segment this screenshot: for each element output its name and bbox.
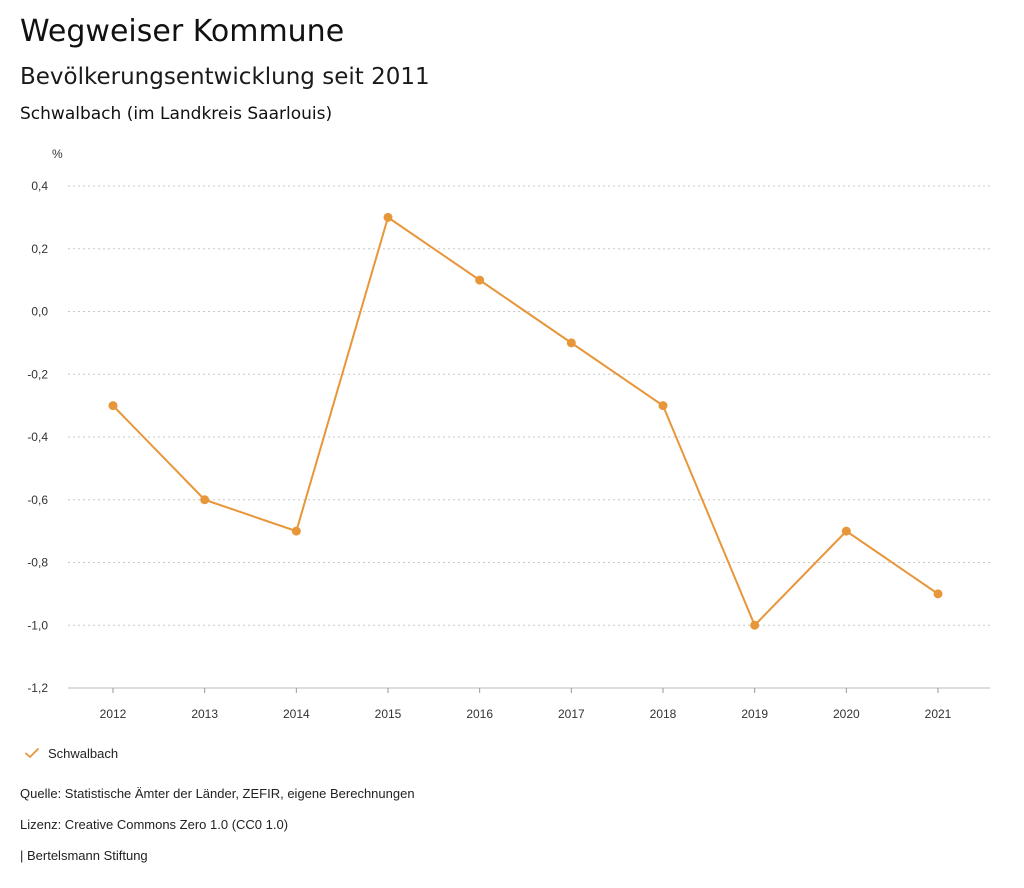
line-chart: % 0,4 0,2 0,0 -0,2 -0,4 -0,6 -0,8 -1,0 -1,2 2012… (27, 147, 990, 721)
x-tick-label: 2015 (375, 707, 402, 721)
x-tick-label: 2019 (741, 707, 768, 721)
y-axis-ticks: 0,4 0,2 0,0 -0,2 -0,4 -0,6 -0,8 -1,0 -1,2 (27, 179, 48, 695)
data-point[interactable] (475, 275, 485, 285)
x-tick-label: 2013 (191, 707, 218, 721)
data-point[interactable] (383, 212, 393, 222)
page-title: Wegweiser Kommune (20, 14, 345, 49)
x-tick-label: 2020 (833, 707, 860, 721)
x-tick-label: 2018 (650, 707, 677, 721)
data-point[interactable] (933, 589, 943, 599)
y-tick-label: -0,2 (27, 367, 48, 381)
legend-label-schwalbach: Schwalbach (48, 745, 119, 761)
series-layer (108, 212, 943, 630)
y-tick-label: -0,8 (27, 556, 48, 570)
y-tick-label: -1,0 (27, 618, 48, 632)
data-point[interactable] (200, 495, 210, 505)
data-point[interactable] (566, 338, 576, 348)
x-tick-label: 2017 (558, 707, 585, 721)
source-note: Quelle: Statistische Ämter der Länder, Z… (20, 786, 415, 801)
x-axis-ticks: 2012 2013 2014 2015 2016 2017 2018 2019 2020 2021 (100, 688, 952, 721)
data-point[interactable] (108, 401, 118, 411)
x-tick-label: 2016 (466, 707, 493, 721)
series-line-schwalbach (112, 216, 939, 627)
data-point[interactable] (291, 526, 301, 536)
data-point[interactable] (841, 526, 851, 536)
grid-layer (68, 185, 990, 689)
data-point[interactable] (750, 620, 760, 630)
y-axis-unit-label: % (52, 147, 63, 161)
y-tick-label: -0,4 (27, 430, 48, 444)
credit-note: | Bertelsmann Stiftung (20, 848, 148, 863)
x-tick-label: 2012 (100, 707, 127, 721)
y-tick-label: 0,0 (31, 305, 48, 319)
data-point[interactable] (658, 401, 668, 411)
x-tick-label: 2021 (925, 707, 952, 721)
x-tick-label: 2014 (283, 707, 310, 721)
y-tick-label: -0,6 (27, 493, 48, 507)
y-tick-label: -1,2 (27, 681, 48, 695)
chart-legend[interactable]: Schwalbach (24, 745, 118, 761)
chart-title: Bevölkerungsentwicklung seit 2011 (20, 64, 430, 90)
license-note: Lizenz: Creative Commons Zero 1.0 (CC0 1… (20, 817, 289, 832)
y-tick-label: 0,4 (31, 179, 48, 193)
chart-subtitle: Schwalbach (im Landkreis Saarlouis) (20, 104, 333, 124)
y-tick-label: 0,2 (31, 242, 48, 256)
check-icon (25, 748, 39, 758)
